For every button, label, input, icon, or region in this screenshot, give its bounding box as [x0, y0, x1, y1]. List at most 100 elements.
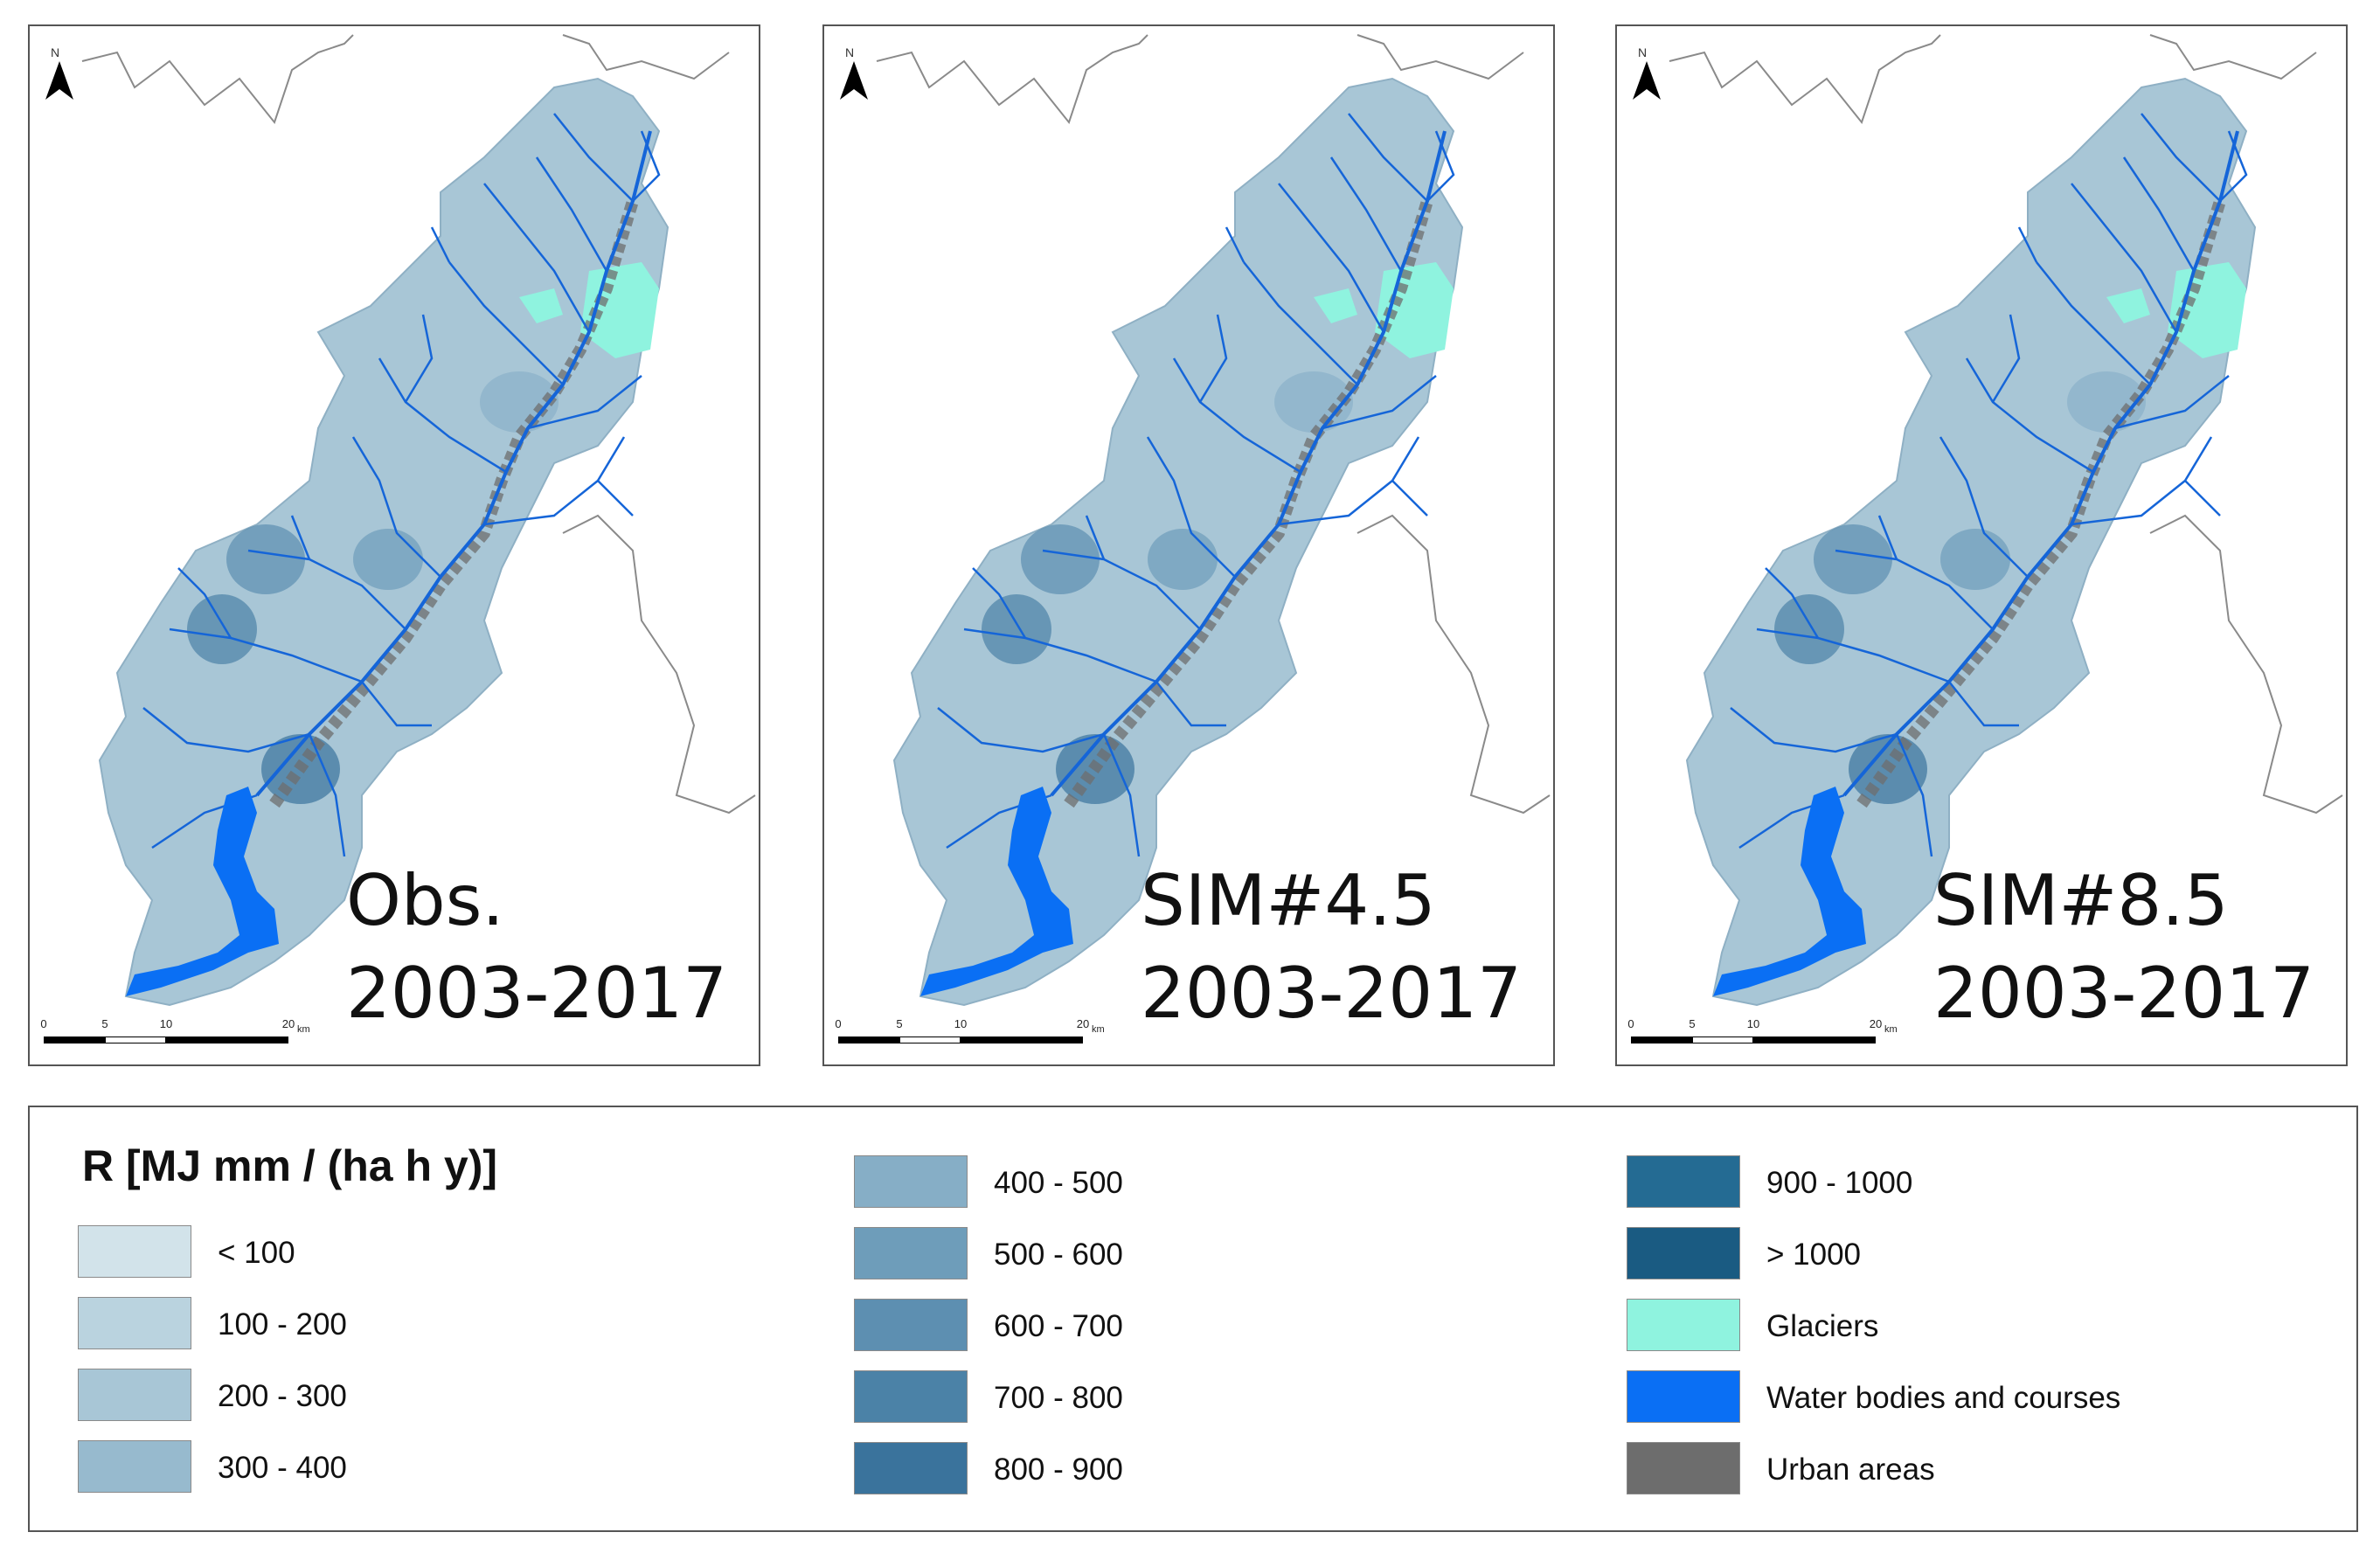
hotspot	[1148, 529, 1218, 590]
map-panel-sim45: N 0 5 10 20 km SIM#4.5 2003-2017	[822, 24, 1555, 1066]
legend-swatch	[854, 1442, 968, 1494]
legend-label: 500 - 600	[994, 1238, 1123, 1272]
glacier-area	[580, 262, 659, 358]
scale-segment	[1631, 1037, 1692, 1043]
catchment-map	[81, 34, 756, 1007]
tributary-network	[937, 113, 1455, 857]
hotspot	[982, 594, 1051, 664]
map-panel-obs: N 0 5 10 20 km Obs. 2003-2017	[28, 24, 760, 1066]
hotspot	[1940, 529, 2010, 590]
legend-swatch	[78, 1369, 191, 1421]
scale-segment	[105, 1037, 166, 1043]
legend-item: 600 - 700	[854, 1299, 1641, 1351]
legend-label: 800 - 900	[994, 1453, 1123, 1487]
scale-segment	[44, 1037, 105, 1043]
panel-caption-line2: 2003-2017	[345, 953, 727, 1034]
scale-bar: 0 5 10 20 km	[1627, 1017, 1898, 1052]
national-border	[81, 34, 756, 815]
scale-tick-5: 5	[1689, 1017, 1696, 1030]
glacier-area	[2106, 288, 2150, 323]
legend-swatch	[1627, 1227, 1740, 1279]
scale-segment	[1753, 1037, 1876, 1043]
glacier-area	[519, 288, 563, 323]
scale-tick-5: 5	[101, 1017, 108, 1030]
scale-segment	[838, 1037, 899, 1043]
hotspot	[1021, 524, 1100, 594]
legend-label: 300 - 400	[218, 1451, 347, 1485]
legend-label: Water bodies and courses	[1766, 1381, 2121, 1415]
legend-label: > 1000	[1766, 1238, 1862, 1272]
legend-label: 700 - 800	[994, 1381, 1123, 1415]
lake	[1713, 787, 1866, 996]
glacier-area	[1314, 288, 1357, 323]
legend-item: Water bodies and courses	[1627, 1370, 2380, 1423]
legend-item: 700 - 800	[854, 1370, 1641, 1423]
north-letter: N	[1638, 45, 1648, 59]
legend-item: Urban areas	[1627, 1442, 2380, 1494]
legend-swatch	[1627, 1442, 1740, 1494]
legend-swatch	[854, 1299, 968, 1351]
legend-item: > 1000	[1627, 1227, 2380, 1279]
hotspot	[353, 529, 423, 590]
legend-label: 200 - 300	[218, 1379, 347, 1413]
hotspot	[1774, 594, 1844, 664]
legend-label: 900 - 1000	[1766, 1166, 1913, 1200]
scale-unit: km	[1884, 1024, 1898, 1035]
legend-swatch	[78, 1440, 191, 1493]
north-arrow: N	[836, 45, 871, 115]
lake	[126, 787, 279, 996]
glacier-area	[2168, 262, 2246, 358]
legend-item: 100 - 200	[78, 1297, 864, 1349]
scale-bar: 0 5 10 20 km	[40, 1017, 310, 1052]
national-border	[876, 34, 1551, 815]
glacier-area	[1375, 262, 1454, 358]
legend-item: Glaciers	[1627, 1299, 2380, 1351]
scale-tick-20: 20	[1869, 1017, 1883, 1030]
north-arrow: N	[1629, 45, 1664, 115]
scale-segment	[961, 1037, 1083, 1043]
scale-segment	[899, 1037, 961, 1043]
scale-segment	[1692, 1037, 1753, 1043]
catchment-map	[876, 34, 1551, 1007]
legend-swatch	[1627, 1370, 1740, 1423]
panel-caption-line1: SIM#8.5	[1932, 860, 2229, 941]
legend-item: 400 - 500	[854, 1155, 1641, 1208]
legend-item: 200 - 300	[78, 1369, 864, 1421]
legend-item: 300 - 400	[78, 1440, 864, 1493]
legend-item: 800 - 900	[854, 1442, 1641, 1494]
legend: R [MJ mm / (ha h y)] < 100 100 - 200 200 -…	[28, 1106, 2358, 1532]
legend-swatch	[78, 1297, 191, 1349]
scale-tick-5: 5	[896, 1017, 903, 1030]
tributary-network	[142, 113, 661, 857]
legend-label: 100 - 200	[218, 1307, 347, 1342]
north-arrow-icon	[1633, 61, 1661, 100]
panel-caption-line2: 2003-2017	[1140, 953, 1522, 1034]
legend-label: Glaciers	[1766, 1309, 1879, 1343]
panel-caption-line2: 2003-2017	[1932, 953, 2314, 1034]
legend-swatch	[78, 1225, 191, 1278]
hotspot	[187, 594, 257, 664]
lake	[920, 787, 1073, 996]
panel-caption-line1: SIM#4.5	[1140, 860, 1436, 941]
legend-swatch	[854, 1227, 968, 1279]
north-arrow-icon	[45, 61, 73, 100]
north-letter: N	[51, 45, 60, 59]
legend-label: < 100	[218, 1236, 295, 1270]
panel-caption: SIM#4.5 2003-2017	[1141, 855, 1522, 1040]
legend-swatch	[1627, 1155, 1740, 1208]
legend-item: < 100	[78, 1225, 864, 1278]
scale-tick-10: 10	[1746, 1017, 1760, 1030]
legend-swatch	[1627, 1299, 1740, 1351]
legend-item: 900 - 1000	[1627, 1155, 2380, 1208]
hotspot	[226, 524, 305, 594]
scale-tick-20: 20	[281, 1017, 295, 1030]
panel-caption: SIM#8.5 2003-2017	[1933, 855, 2314, 1040]
legend-item: 500 - 600	[854, 1227, 1641, 1279]
north-arrow: N	[42, 45, 77, 115]
scale-tick-0: 0	[1627, 1017, 1634, 1030]
legend-label: 600 - 700	[994, 1309, 1123, 1343]
legend-title: R [MJ mm / (ha h y)]	[82, 1141, 498, 1190]
scale-unit: km	[297, 1024, 310, 1035]
hotspot	[1814, 524, 1892, 594]
map-panel-sim85: N 0 5 10 20 km SIM#8.5 2003-2017	[1615, 24, 2348, 1066]
